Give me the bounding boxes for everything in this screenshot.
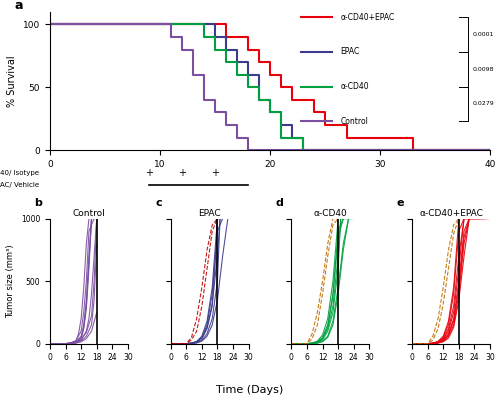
Text: EPAC: EPAC [340, 47, 359, 56]
Text: a: a [15, 0, 24, 12]
Text: +: + [178, 168, 186, 178]
Text: c: c [155, 198, 162, 208]
Text: Control: Control [340, 117, 368, 126]
Text: 0.0098: 0.0098 [472, 67, 494, 72]
Text: +: + [145, 168, 153, 178]
Text: d: d [276, 198, 283, 208]
Y-axis label: % Survival: % Survival [8, 55, 18, 107]
Title: α-CD40+EPAC: α-CD40+EPAC [419, 209, 483, 218]
Y-axis label: Tumor size (mm³): Tumor size (mm³) [6, 244, 16, 318]
Text: α-CD40: α-CD40 [340, 82, 369, 91]
Text: 0.0279: 0.0279 [472, 101, 494, 106]
Text: α-CD40/ Isotype: α-CD40/ Isotype [0, 170, 39, 176]
Title: α-CD40: α-CD40 [314, 209, 347, 218]
Text: Time (Days): Time (Days) [216, 385, 284, 395]
Text: e: e [396, 198, 404, 208]
Text: b: b [34, 198, 42, 208]
Text: α-CD40+EPAC: α-CD40+EPAC [340, 13, 394, 22]
Text: +: + [211, 168, 219, 178]
Text: 0.0001: 0.0001 [472, 32, 494, 37]
Title: EPAC: EPAC [198, 209, 221, 218]
Text: EPAC/ Vehicle: EPAC/ Vehicle [0, 182, 39, 188]
Title: Control: Control [72, 209, 106, 218]
